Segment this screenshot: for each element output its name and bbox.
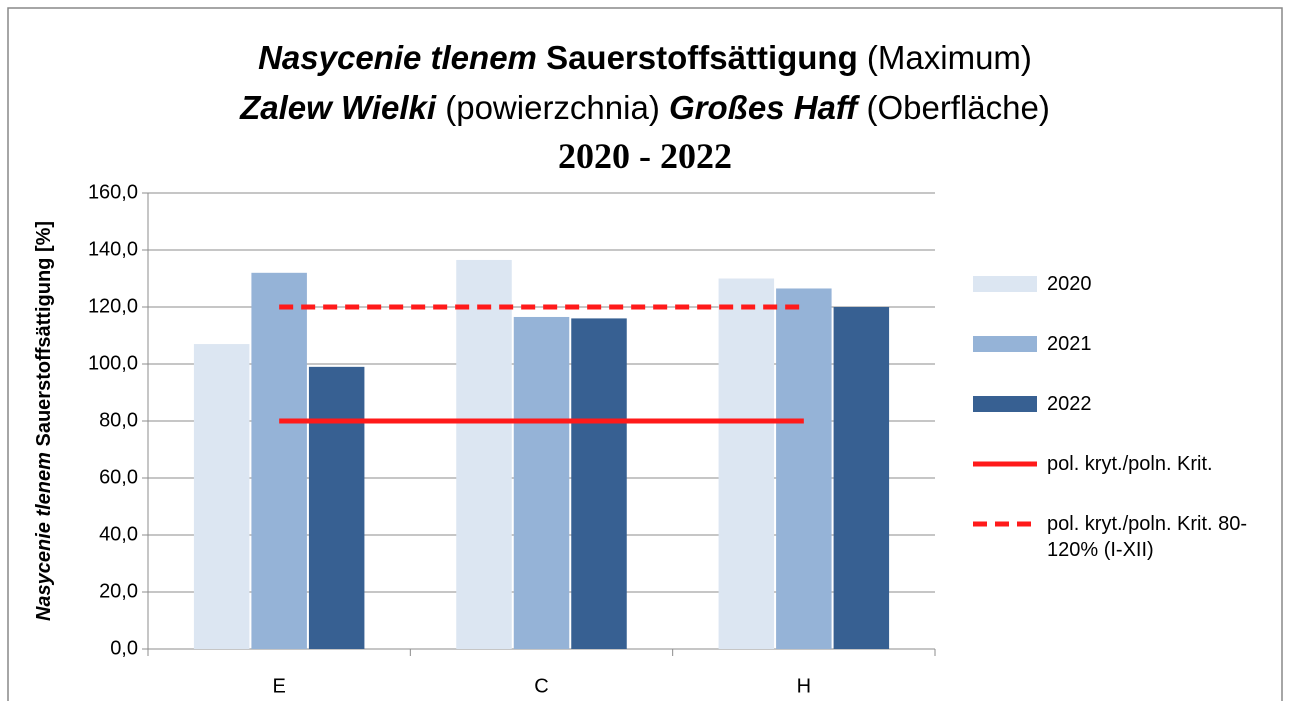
y-tick-label: 100,0 [88,352,138,374]
bar [571,318,627,649]
bar [193,344,250,649]
bar [833,307,890,649]
y-tick-label: 40,0 [99,523,138,545]
x-tick-label: C [534,675,548,697]
chart-frame [7,7,1283,701]
legend-swatch [973,396,1037,412]
title-line: Zalew Wielki (powierzchnia) Großes Haff … [239,89,1050,126]
bar [251,272,307,649]
title-part: (powierzchnia) [445,89,660,126]
legend-label: 2022 [1047,393,1092,415]
legend-label: pol. kryt./poln. Krit. 80-120% (I-XII) [1047,513,1248,561]
title-part: (Oberfläche) [866,89,1049,126]
y-tick-label: 120,0 [88,295,138,317]
title-line: Nasycenie tlenem Sauerstoffsättigung (Ma… [258,39,1032,76]
legend-label: 2020 [1047,273,1092,295]
y-tick-label: 60,0 [99,466,138,488]
title-part: Zalew Wielki [239,89,437,126]
legend-label: 2021 [1047,333,1092,355]
y-axis-label: Nasycenie tlenem Sauerstoffsättigung [%] [33,221,55,621]
legend-swatch [973,336,1037,352]
bar [308,366,365,649]
x-tick-label: E [272,675,285,697]
title-line: 2020 - 2022 [558,136,732,176]
title-part: (Maximum) [867,39,1032,76]
y-tick-label: 140,0 [88,238,138,260]
y-label-part: Nasycenie tlenem [33,452,55,621]
title-part: Nasycenie tlenem [258,39,537,76]
y-tick-label: 80,0 [99,409,138,431]
y-tick-label: 20,0 [99,580,138,602]
bar [456,259,512,649]
legend-label: pol. kryt./poln. Krit. [1047,453,1213,475]
legend-swatch [973,276,1037,292]
title-part: Großes Haff [669,89,860,126]
bar [776,288,832,649]
bar [513,316,570,649]
title-part: Sauerstoffsättigung [546,39,858,76]
y-tick-label: 160,0 [88,181,138,203]
x-tick-label: H [797,675,811,697]
title-part: 2020 - 2022 [558,136,732,176]
y-tick-label: 0,0 [110,637,138,659]
y-label-part: Sauerstoffsättigung [%] [33,221,55,447]
bar [718,278,775,649]
